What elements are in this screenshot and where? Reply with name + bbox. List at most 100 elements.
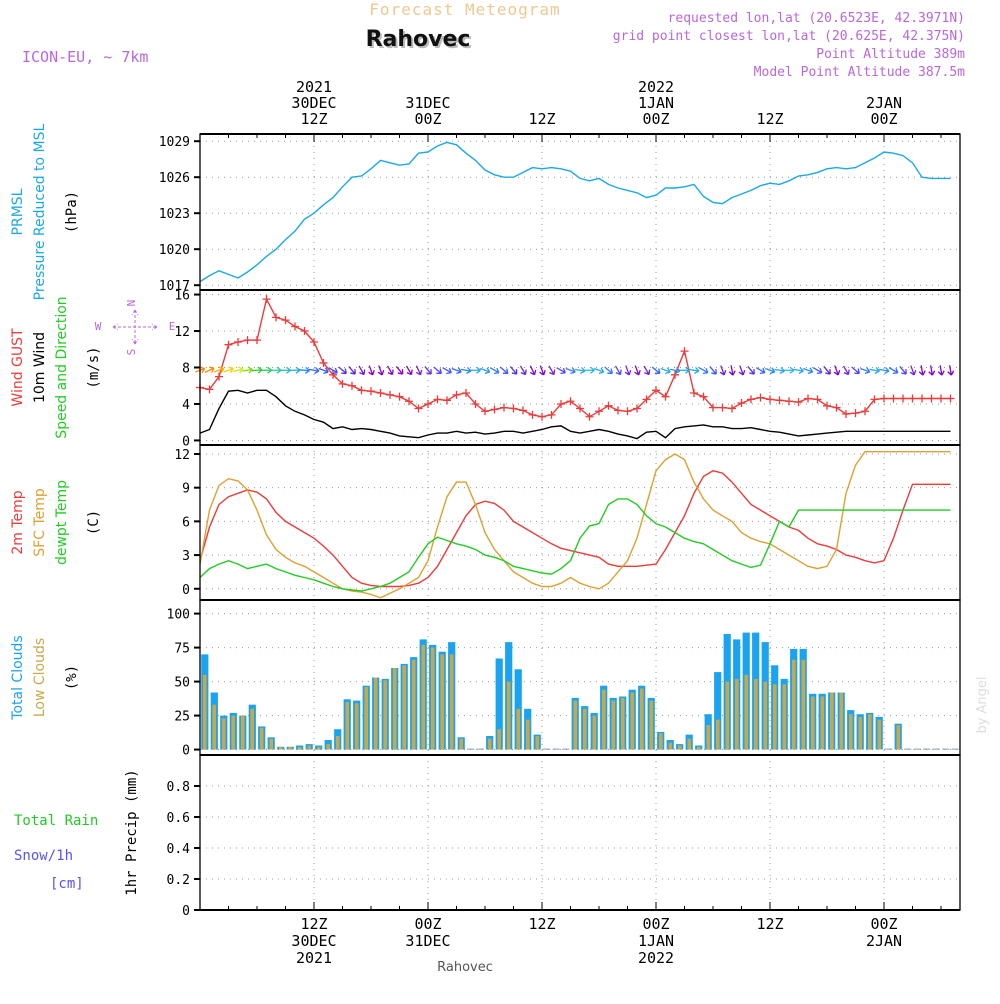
low-cloud-bar — [364, 687, 368, 750]
wind-direction-arrow — [509, 365, 518, 375]
low-cloud-bar — [449, 654, 454, 750]
ylabel-line: Total Rain — [14, 813, 98, 829]
low-cloud-bar — [402, 665, 406, 750]
arrow-shape — [899, 365, 907, 375]
gust-marker — [937, 394, 945, 403]
gust-marker — [633, 404, 641, 413]
bottom-time-label: 00Z — [870, 915, 897, 933]
arrow-shape — [539, 365, 546, 376]
gust-marker — [490, 405, 499, 414]
subtitle: Forecast Meteogram — [369, 0, 560, 19]
arrow-shape — [424, 365, 432, 375]
wind-direction-arrow — [947, 365, 955, 376]
arrow-shape — [204, 366, 215, 373]
low-cloud-bar — [687, 738, 692, 750]
arrow-shape — [679, 366, 690, 374]
gust-marker — [300, 327, 309, 336]
unit-label: (%) — [64, 665, 80, 690]
gust-marker — [405, 397, 413, 406]
gust-marker — [224, 340, 233, 349]
low-cloud-bar — [744, 674, 749, 750]
low-cloud-bar — [640, 688, 644, 750]
arrow-shape — [565, 367, 576, 375]
arrow-shape — [651, 366, 661, 375]
gust-marker — [604, 401, 613, 410]
arrow-shape — [442, 367, 452, 374]
arrow-shape — [624, 365, 632, 376]
wind-direction-arrow — [242, 366, 253, 374]
low-cloud-bar — [754, 678, 758, 750]
wind-direction-arrow — [529, 365, 537, 376]
panel-frame — [199, 599, 961, 756]
gust-marker — [737, 399, 746, 408]
arrow-shape — [614, 365, 622, 376]
arrow-shape — [947, 365, 955, 376]
gust-marker — [414, 404, 423, 413]
gust-marker — [205, 385, 214, 394]
arrow-shape — [784, 366, 795, 374]
low-cloud-bar — [202, 674, 207, 750]
gust-marker — [652, 386, 660, 395]
low-cloud-bar — [573, 700, 578, 750]
model-label: ICON-EU, ~ 7km — [22, 48, 148, 66]
ytick-label: 8 — [182, 362, 190, 377]
unit-label: (m/s) — [86, 346, 102, 388]
wind-direction-arrow — [405, 365, 413, 376]
wind-direction-arrow — [480, 367, 491, 375]
unit-label: 1hr Precip (mm) — [124, 769, 140, 895]
total-cloud-bar — [904, 748, 912, 750]
ytick-label: 50 — [174, 676, 190, 691]
arrow-shape — [338, 366, 347, 375]
footer-location: Rahovec — [437, 960, 493, 975]
arrow-shape — [842, 365, 850, 376]
low-cloud-bar — [763, 681, 768, 750]
gust-marker — [357, 386, 366, 395]
gust-marker — [880, 394, 888, 403]
low-cloud-bar — [668, 742, 673, 750]
gust-marker — [595, 407, 603, 416]
top-time-label: 12Z — [528, 110, 555, 128]
wind-direction-arrow — [698, 367, 709, 374]
wind-direction-arrow — [338, 366, 347, 375]
wind-direction-arrow — [519, 365, 527, 376]
gust-marker — [908, 394, 917, 403]
low-cloud-bar — [526, 719, 530, 750]
arrow-shape — [669, 367, 681, 374]
wind-direction-arrow — [634, 365, 641, 376]
low-cloud-bar — [735, 678, 739, 750]
low-cloud-bar — [373, 677, 378, 750]
gust-marker — [272, 313, 280, 322]
wind-direction-arrow — [719, 365, 727, 376]
arrow-shape — [489, 367, 500, 374]
wind-direction-arrow — [604, 366, 613, 375]
wind-direction-arrow — [348, 365, 356, 375]
unit-label: (C) — [86, 510, 102, 535]
wind-direction-arrow — [747, 365, 755, 375]
arrow-shape — [299, 366, 310, 374]
low-cloud-bar — [621, 697, 625, 750]
low-cloud-bar — [326, 744, 330, 750]
wind-direction-arrow — [594, 367, 605, 375]
arrow-shape — [261, 366, 272, 374]
gust-marker — [585, 412, 594, 421]
gust-marker — [519, 406, 527, 415]
ylabel-line: PRMSL — [10, 188, 26, 235]
arrow-shape — [833, 365, 841, 376]
wind-direction-arrow — [377, 365, 385, 376]
top-time-label: 2022 — [638, 78, 674, 96]
gust-marker — [376, 389, 385, 398]
arrow-shape — [574, 367, 586, 374]
low-cloud-bar — [602, 689, 606, 750]
gust-marker — [718, 403, 727, 412]
ylabel-line: [cm] — [50, 876, 84, 892]
total-cloud-bar — [951, 748, 959, 750]
top-time-label: 1JAN — [638, 94, 674, 112]
arrow-shape — [499, 366, 509, 375]
wind-direction-arrow — [860, 367, 871, 375]
low-cloud-bar — [592, 715, 597, 750]
arrow-shape — [223, 366, 234, 374]
gust-marker — [671, 370, 679, 379]
arrow-shape — [233, 366, 244, 374]
wind-direction-arrow — [899, 365, 907, 375]
wind-direction-arrow — [774, 367, 785, 374]
